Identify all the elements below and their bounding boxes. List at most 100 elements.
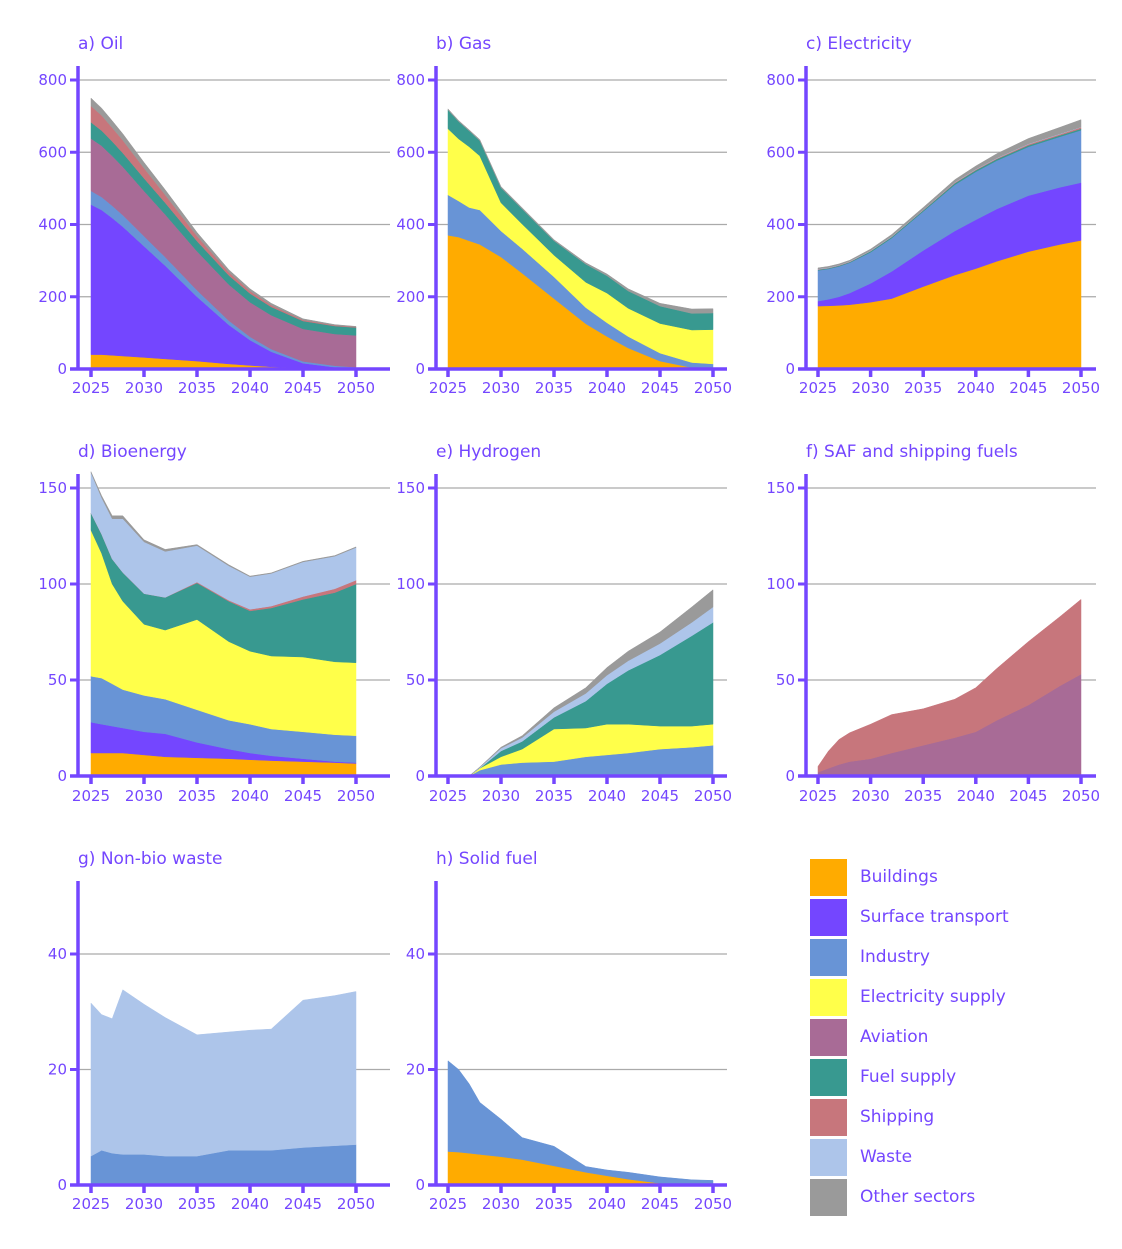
y-tick-label: 0 bbox=[785, 360, 795, 378]
panel-c: c) Electricity 0 200 400 600 800 2025 2030 2035 2… bbox=[766, 34, 1100, 397]
y-tick-label: 40 bbox=[48, 945, 67, 963]
y-tick-label: 200 bbox=[38, 288, 67, 306]
legend-swatch-shipping bbox=[810, 1099, 847, 1136]
panel-d: d) Bioenergy 0 50 100 150 2025 2030 2035 2040 204… bbox=[38, 442, 390, 805]
y-tick-label: 0 bbox=[57, 767, 67, 785]
y-tick-label: 50 bbox=[406, 671, 425, 689]
panel-e: e) Hydrogen 0 50 100 150 2025 2030 2035 2040 2045… bbox=[396, 442, 732, 805]
area-waste bbox=[90, 989, 357, 1157]
y-tick-label: 20 bbox=[406, 1061, 425, 1079]
x-tick-label: 2040 bbox=[957, 787, 995, 805]
x-tick-label: 2030 bbox=[482, 1195, 520, 1213]
x-tick-label: 2030 bbox=[125, 379, 163, 397]
x-tick-label: 2050 bbox=[694, 787, 732, 805]
area-other-sectors bbox=[447, 108, 714, 314]
x-tick-label: 2050 bbox=[694, 1195, 732, 1213]
legend-label: Surface transport bbox=[860, 907, 1009, 927]
x-tick-label: 2025 bbox=[429, 379, 467, 397]
x-tick-label: 2050 bbox=[337, 787, 375, 805]
x-tick-label: 2030 bbox=[482, 787, 520, 805]
y-tick-label: 600 bbox=[38, 143, 67, 161]
legend-swatch-waste bbox=[810, 1139, 847, 1176]
area-shipping bbox=[817, 598, 1082, 773]
x-tick-label: 2040 bbox=[231, 379, 269, 397]
x-tick-label: 2040 bbox=[231, 787, 269, 805]
panel-title: b) Gas bbox=[436, 34, 491, 54]
legend-swatch-other-sectors bbox=[810, 1179, 847, 1216]
legend-label: Aviation bbox=[860, 1027, 929, 1047]
y-tick-label: 20 bbox=[48, 1061, 67, 1079]
x-tick-label: 2025 bbox=[799, 379, 837, 397]
y-tick-label: 800 bbox=[396, 71, 425, 89]
x-tick-label: 2025 bbox=[799, 787, 837, 805]
y-tick-label: 100 bbox=[766, 575, 795, 593]
panel-title: h) Solid fuel bbox=[436, 849, 538, 869]
x-tick-label: 2025 bbox=[72, 379, 110, 397]
legend-swatch-surface-transport bbox=[810, 899, 847, 936]
x-tick-label: 2025 bbox=[429, 787, 467, 805]
y-tick-label: 0 bbox=[57, 360, 67, 378]
y-tick-label: 0 bbox=[785, 767, 795, 785]
panel-title: g) Non-bio waste bbox=[78, 849, 222, 869]
x-tick-label: 2050 bbox=[1062, 379, 1100, 397]
x-tick-label: 2045 bbox=[284, 379, 322, 397]
legend-swatch-aviation bbox=[810, 1019, 847, 1056]
y-tick-label: 0 bbox=[415, 360, 425, 378]
x-tick-label: 2025 bbox=[72, 1195, 110, 1213]
x-tick-label: 2040 bbox=[588, 1195, 626, 1213]
y-tick-label: 600 bbox=[396, 143, 425, 161]
x-tick-label: 2030 bbox=[852, 787, 890, 805]
y-tick-label: 800 bbox=[38, 71, 67, 89]
area-other-sectors bbox=[90, 97, 357, 327]
x-tick-label: 2050 bbox=[1062, 787, 1100, 805]
panel-title: f) SAF and shipping fuels bbox=[806, 442, 1018, 462]
legend-swatch-electricity-supply bbox=[810, 979, 847, 1016]
y-tick-label: 40 bbox=[406, 945, 425, 963]
x-tick-label: 2035 bbox=[535, 787, 573, 805]
y-tick-label: 600 bbox=[766, 143, 795, 161]
panel-a: a) Oil 0 200 400 600 800 2025 2030 2035 2040 2045 2… bbox=[38, 34, 390, 397]
x-tick-label: 2030 bbox=[482, 379, 520, 397]
x-tick-label: 2035 bbox=[178, 787, 216, 805]
y-tick-label: 0 bbox=[415, 1176, 425, 1194]
legend-label: Industry bbox=[860, 947, 930, 967]
x-tick-label: 2025 bbox=[429, 1195, 467, 1213]
area-other-sectors bbox=[90, 471, 357, 577]
area-other-sectors bbox=[448, 589, 714, 777]
legend-label: Fuel supply bbox=[860, 1067, 957, 1087]
x-tick-label: 2035 bbox=[178, 1195, 216, 1213]
x-tick-label: 2050 bbox=[337, 379, 375, 397]
legend-swatch-industry bbox=[810, 939, 847, 976]
area-other-sectors bbox=[817, 119, 1082, 270]
panel-title: d) Bioenergy bbox=[78, 442, 187, 462]
legend-swatch-fuel-supply bbox=[810, 1059, 847, 1096]
panel-title: e) Hydrogen bbox=[436, 442, 541, 462]
panel-f: f) SAF and shipping fuels 0 50 100 150 2025 20… bbox=[766, 442, 1100, 805]
y-tick-label: 200 bbox=[396, 288, 425, 306]
y-tick-label: 100 bbox=[38, 575, 67, 593]
legend-label: Waste bbox=[860, 1147, 913, 1167]
x-tick-label: 2045 bbox=[284, 1195, 322, 1213]
y-tick-label: 400 bbox=[396, 216, 425, 234]
panel-title: c) Electricity bbox=[806, 34, 912, 54]
y-tick-label: 100 bbox=[396, 575, 425, 593]
x-tick-label: 2050 bbox=[337, 1195, 375, 1213]
x-tick-label: 2045 bbox=[284, 787, 322, 805]
x-tick-label: 2045 bbox=[641, 1195, 679, 1213]
panel-b: b) Gas 0 200 400 600 800 2025 2030 2035 2040 2045 2… bbox=[396, 34, 732, 397]
x-tick-label: 2040 bbox=[231, 1195, 269, 1213]
legend-label: Other sectors bbox=[860, 1187, 976, 1207]
y-tick-label: 400 bbox=[766, 216, 795, 234]
y-tick-label: 50 bbox=[48, 671, 67, 689]
legend-swatch-buildings bbox=[810, 859, 847, 896]
y-tick-label: 150 bbox=[38, 479, 67, 497]
y-tick-label: 150 bbox=[396, 479, 425, 497]
y-tick-label: 150 bbox=[766, 479, 795, 497]
x-tick-label: 2035 bbox=[178, 379, 216, 397]
x-tick-label: 2050 bbox=[694, 379, 732, 397]
x-tick-label: 2035 bbox=[535, 379, 573, 397]
x-tick-label: 2025 bbox=[72, 787, 110, 805]
